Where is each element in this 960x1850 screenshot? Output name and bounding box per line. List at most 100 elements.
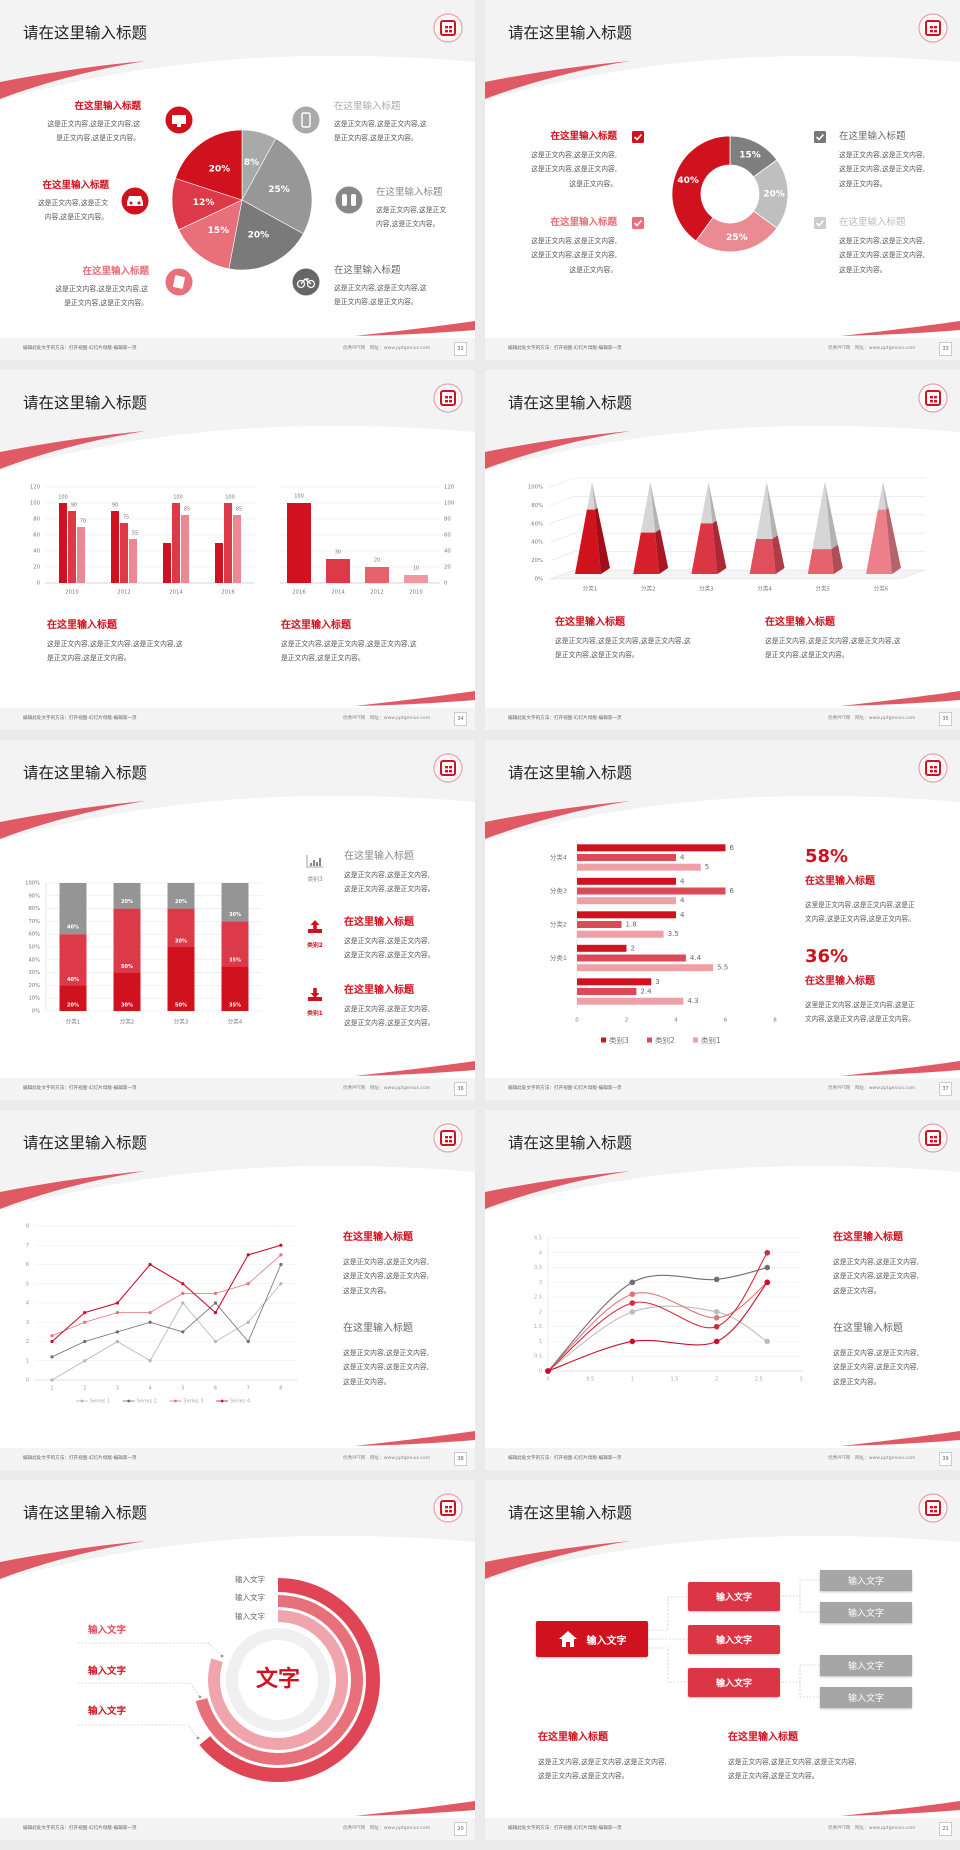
body-text-line: 这是正文内容,这是正文内容,	[344, 870, 430, 879]
body-text-line: 这是正文内容。	[569, 265, 617, 274]
bar	[577, 897, 676, 905]
footer-url: 网址：www.pptgenius.com	[855, 716, 916, 721]
page-number: 37	[939, 1082, 952, 1096]
car-icon	[121, 187, 149, 215]
logo-icon	[918, 383, 948, 413]
branch-node[interactable]: 输入文字	[688, 1582, 780, 1611]
data-point	[148, 1262, 152, 1267]
category-label: 2012	[370, 590, 383, 596]
leaf-node[interactable]: 输入文字	[820, 1602, 912, 1623]
tick-label: 1	[50, 1386, 53, 1392]
bar	[59, 503, 67, 583]
donut-slice	[671, 135, 731, 242]
slice-label: 20%	[248, 230, 270, 240]
data-point	[181, 1282, 185, 1286]
logo-icon	[918, 1123, 948, 1153]
checkbox-icon[interactable]	[814, 217, 826, 229]
pyramid-bar	[807, 482, 843, 574]
red-swoosh-bottom	[355, 1801, 475, 1816]
item-title: 在这里输入标题	[74, 101, 141, 112]
tick-label: 6	[26, 1262, 29, 1268]
red-swoosh-bottom	[840, 1061, 960, 1076]
checkbox-icon[interactable]	[814, 131, 826, 143]
footer-bar	[485, 338, 960, 360]
footer-note: 编辑此处文字的方法：打开视图-幻灯片母版-编辑第一页	[508, 346, 622, 351]
data-point	[764, 1279, 771, 1286]
body-text-line: 是正文内容,这是正文内容。	[64, 299, 148, 308]
item-title: 在这里输入标题	[376, 187, 443, 198]
data-point	[545, 1368, 551, 1374]
footer-url: 网址：www.pptgenius.com	[855, 1086, 916, 1091]
red-swoosh-bottom	[840, 321, 960, 336]
tick-label: 1	[631, 1377, 634, 1383]
logo-icon	[433, 753, 463, 783]
tick-label: 5	[181, 1386, 184, 1392]
footer-note: 编辑此处文字的方法：打开视图-幻灯片母版-编辑第一页	[23, 716, 137, 721]
page-number: 20	[454, 1822, 467, 1836]
body-text-line: 这是正文内容,这是正文内容,这是正文内容,	[728, 1757, 857, 1766]
slide-title: 请在这里输入标题	[508, 394, 633, 412]
footer-note: 编辑此处文字的方法：打开视图-幻灯片母版-编辑第一页	[23, 1456, 137, 1461]
data-label: 90	[112, 503, 118, 509]
tick-label: 50%	[28, 945, 40, 951]
tick-label: 6	[724, 1018, 728, 1024]
ring-label: 输入文字	[235, 1611, 265, 1621]
connector-dot	[196, 1736, 200, 1740]
tick-label: 2	[539, 1309, 542, 1315]
body-text-line: 这是正文内容,这是正文内容,这是正文内容,这	[281, 639, 417, 648]
slide-title: 请在这里输入标题	[23, 394, 148, 412]
branch-node[interactable]: 输入文字	[688, 1625, 780, 1654]
slide-title: 请在这里输入标题	[23, 24, 148, 42]
gridline	[549, 496, 925, 506]
body-text-line: 这是正文内容,这是正文内容,	[344, 1004, 430, 1013]
tick-label: 20%	[531, 558, 543, 564]
body-text-line: 这是正文内容,这是正文内容,	[531, 165, 617, 174]
leaf-node[interactable]: 输入文字	[820, 1655, 912, 1676]
red-swoosh-top	[0, 801, 146, 839]
body-text-line: 是正文内容,这是正文内容。	[555, 651, 639, 660]
data-label: 55	[132, 531, 138, 537]
body-text-line: 这是正文内容,这是正文内容,	[531, 251, 617, 260]
data-point	[213, 1291, 218, 1295]
category-label: 分类1	[583, 585, 598, 593]
slide: 0% 10% 20% 30% 40% 50% 60% 70% 80% 90% 100% 20% 40% 4…	[0, 740, 475, 1100]
series-curve	[547, 1281, 768, 1372]
leaf-node[interactable]: 输入文字	[820, 1570, 912, 1591]
leaf-node[interactable]: 输入文字	[820, 1687, 912, 1708]
pyramid-bar	[633, 482, 669, 574]
data-label: 4	[680, 854, 685, 862]
tick-label: 40%	[531, 540, 543, 546]
gridline	[549, 551, 925, 561]
slide-title: 请在这里输入标题	[508, 1504, 633, 1522]
stacked-bar-segment	[221, 883, 249, 922]
data-point	[148, 1311, 152, 1315]
slide-title: 请在这里输入标题	[23, 764, 148, 782]
upload-icon	[308, 920, 322, 933]
item-title: 在这里输入标题	[343, 1323, 413, 1334]
red-swoosh-bottom	[840, 1431, 960, 1446]
body-text-line: 文内容,这是正文内容,这是正文内容。	[805, 1015, 915, 1024]
white-wave	[485, 55, 960, 338]
slide: 请在这里输入标题 编辑此处文字的方法：打开视图-幻灯片母版-编辑第一页 优秀PPT网…	[0, 1480, 475, 1840]
data-point	[181, 1330, 185, 1334]
slide-graphics: 0 0.5 1 1.5 2 2.5 3 3.5 4 4.5 0 0.5 1 1.5 2 2.5 3	[534, 1236, 803, 1383]
item-title: 在这里输入标题	[42, 180, 109, 191]
footer-site: 优秀PPT网	[828, 346, 851, 351]
tick-label: 8	[26, 1224, 29, 1230]
logo-icon	[918, 1493, 948, 1523]
series-line	[51, 1254, 282, 1337]
checkbox-icon[interactable]	[632, 217, 644, 229]
body-text-line: 这是正文内容。	[839, 265, 887, 274]
data-point	[713, 1309, 720, 1315]
root-node[interactable]: 输入文字	[536, 1621, 648, 1657]
branch-node[interactable]: 输入文字	[688, 1668, 780, 1697]
series-line	[51, 1264, 282, 1358]
tick-label: 80%	[531, 503, 543, 509]
tick-label: 40	[33, 549, 40, 555]
data-label: 35%	[229, 1003, 241, 1009]
tick-label: 0	[444, 581, 448, 587]
data-point	[50, 1339, 54, 1344]
category-label: 分类4	[228, 1018, 243, 1026]
checkbox-icon[interactable]	[632, 131, 644, 143]
legend-label: 类别2	[655, 1035, 675, 1045]
